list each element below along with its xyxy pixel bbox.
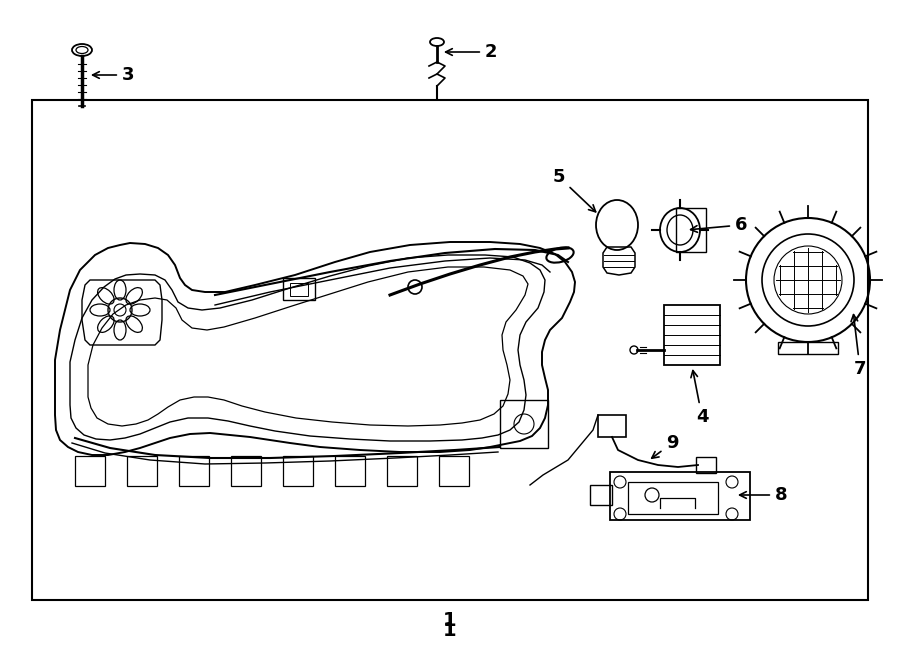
Bar: [664, 305, 720, 365]
Text: 7: 7: [851, 315, 866, 378]
Bar: [439, 456, 469, 486]
Bar: [283, 278, 315, 300]
Bar: [676, 208, 706, 252]
Text: 1: 1: [443, 621, 457, 639]
Text: 4: 4: [691, 371, 708, 426]
Text: 9: 9: [652, 434, 679, 458]
Bar: [590, 485, 612, 505]
Bar: [179, 456, 209, 486]
Text: 5: 5: [553, 168, 596, 212]
Bar: [75, 456, 105, 486]
Bar: [290, 283, 308, 296]
Bar: [127, 456, 157, 486]
Bar: [500, 400, 548, 448]
Bar: [598, 415, 626, 437]
Bar: [32, 100, 868, 600]
Bar: [628, 482, 718, 514]
Bar: [283, 456, 313, 486]
Bar: [696, 457, 716, 473]
Text: 2: 2: [446, 43, 498, 61]
Bar: [335, 456, 365, 486]
Text: 1: 1: [443, 611, 457, 629]
Text: 8: 8: [740, 486, 788, 504]
Text: 6: 6: [690, 216, 748, 234]
Bar: [610, 472, 750, 520]
Bar: [231, 456, 261, 486]
Bar: [778, 342, 838, 354]
Text: 3: 3: [93, 66, 134, 84]
Bar: [387, 456, 417, 486]
